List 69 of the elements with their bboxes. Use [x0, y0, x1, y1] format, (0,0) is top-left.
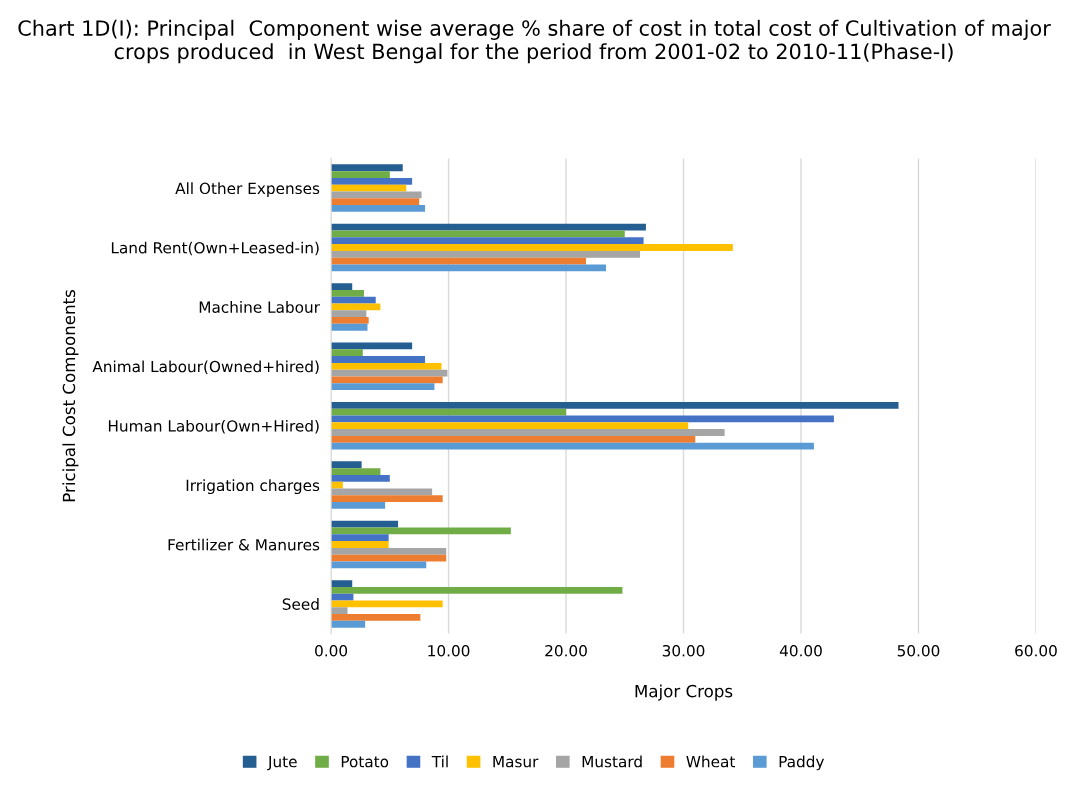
- x-tick-label: 60.00: [1015, 644, 1057, 657]
- legend-label: Til: [431, 755, 448, 768]
- bar: [331, 289, 364, 297]
- bar: [331, 435, 696, 443]
- legend-label: Jute: [267, 756, 297, 771]
- bar: [331, 317, 369, 324]
- x-tick-label: 20.00: [545, 644, 587, 657]
- bar: [331, 586, 623, 594]
- y-tick-label: Human Labour(Own+Hired): [108, 419, 319, 434]
- bar: [331, 356, 426, 363]
- y-tick-label: Seed: [282, 598, 319, 610]
- legend-label: Wheat: [686, 755, 735, 768]
- x-tick-label: 0.00: [315, 644, 348, 657]
- bar: [331, 607, 348, 615]
- x-tick-label: 30.00: [662, 644, 705, 657]
- bar: [331, 534, 389, 542]
- bar: [331, 223, 646, 231]
- bar: [331, 237, 644, 245]
- legend-label: Paddy: [779, 755, 825, 771]
- bar: [331, 541, 389, 548]
- bar: [331, 495, 443, 503]
- x-axis-title: Major Crops: [635, 684, 733, 701]
- bar: [331, 408, 567, 416]
- bar: [331, 620, 366, 628]
- bar: [331, 461, 362, 469]
- x-tick-label: 40.00: [779, 644, 822, 657]
- chart-title: Chart 1D(I): Principal Component wise average % share of cost in total cost of Cultivation of major crops produced in West Bengal for the period from 2001-02 to 2010-11(Phase-I): [18, 19, 1051, 64]
- legend-label: Potato: [341, 756, 389, 768]
- bar: [331, 422, 689, 430]
- bar: [331, 429, 725, 436]
- bar: [331, 593, 354, 601]
- bar: [331, 264, 606, 272]
- y-tick-label: Machine Labour: [199, 301, 320, 313]
- bar: [331, 164, 403, 172]
- bar: [331, 349, 363, 357]
- bar: [331, 468, 381, 475]
- bar: [331, 580, 353, 587]
- y-tick-label: Land Rent(Own+Leased-in): [111, 241, 319, 256]
- bar: [331, 520, 399, 528]
- bar: [331, 283, 353, 290]
- bar: [331, 502, 386, 509]
- x-tick-label: 10.00: [428, 644, 470, 657]
- bar: [331, 376, 443, 384]
- legend-label: Masur: [493, 756, 539, 768]
- bar: [331, 614, 421, 621]
- bar: [331, 171, 390, 178]
- y-tick-label: Animal Labour(Owned+hired): [92, 360, 319, 375]
- bar: [331, 177, 413, 185]
- y-axis-title: Pricipal Cost Components: [62, 290, 79, 502]
- bar: [331, 474, 390, 482]
- bar: [331, 561, 427, 569]
- bar: [331, 488, 433, 496]
- bar: [331, 296, 376, 304]
- bar: [331, 362, 442, 370]
- legend-label: Mustard: [582, 755, 642, 768]
- y-tick-label: All Other Expenses: [175, 182, 320, 198]
- bar: [331, 250, 641, 258]
- bar: [331, 205, 426, 212]
- bar: [331, 310, 367, 318]
- bar: [331, 191, 422, 199]
- x-tick-label: 50.00: [897, 644, 940, 657]
- y-tick-label: Irrigation charges: [186, 479, 320, 495]
- bar: [331, 198, 420, 206]
- bar: [331, 323, 368, 331]
- y-tick-label: Fertilizer & Manures: [168, 538, 320, 551]
- bar: [331, 383, 435, 391]
- bar: [331, 401, 899, 409]
- bar: [331, 547, 447, 555]
- bar: [331, 244, 733, 251]
